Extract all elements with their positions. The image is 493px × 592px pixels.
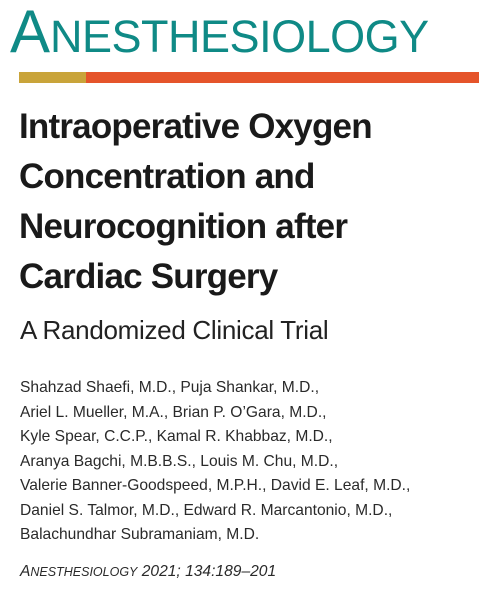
journal-title-rest: NESTHESIOLOGY [50,11,429,62]
article-title-line: Intraoperative Oxygen [19,107,373,146]
article-subtitle: A Randomized Clinical Trial [20,315,329,345]
author-line: Daniel S. Talmor, M.D., Edward R. Marcan… [20,501,393,519]
author-line: Aranya Bagchi, M.B.B.S., Louis M. Chu, M… [20,452,339,470]
accent-bar-orange [86,72,479,83]
citation-journal: ANESTHESIOLOGY [20,563,137,580]
journal-title: ANESTHESIOLOGY [10,0,490,69]
article-title-line: Neurocognition after [19,207,348,246]
author-line: Shahzad Shaefi, M.D., Puja Shankar, M.D.… [20,379,320,396]
author-line: Ariel L. Mueller, M.A., Brian P. O’Gara,… [20,403,327,421]
citation: ANESTHESIOLOGY 2021; 134:189–201 [20,562,276,582]
author-line: Kyle Spear, C.C.P., Kamal R. Khabbaz, M.… [20,428,333,445]
article-title-line: Concentration and [19,157,315,196]
author-list: Shahzad Shaefi, M.D., Puja Shankar, M.D.… [20,376,490,548]
article-title: Intraoperative Oxygen Concentration and … [19,102,489,302]
author-line: Balachundhar Subramaniam, M.D. [20,526,260,543]
citation-details: 2021; 134:189–201 [137,563,277,580]
article-title-line: Cardiac Surgery [19,257,278,296]
author-line: Valerie Banner-Goodspeed, M.P.H., David … [20,477,411,494]
citation-journal-initial: A [20,563,31,580]
journal-title-initial: A [10,0,51,65]
accent-bar-gold [19,72,86,83]
citation-journal-rest: NESTHESIOLOGY [30,565,138,579]
